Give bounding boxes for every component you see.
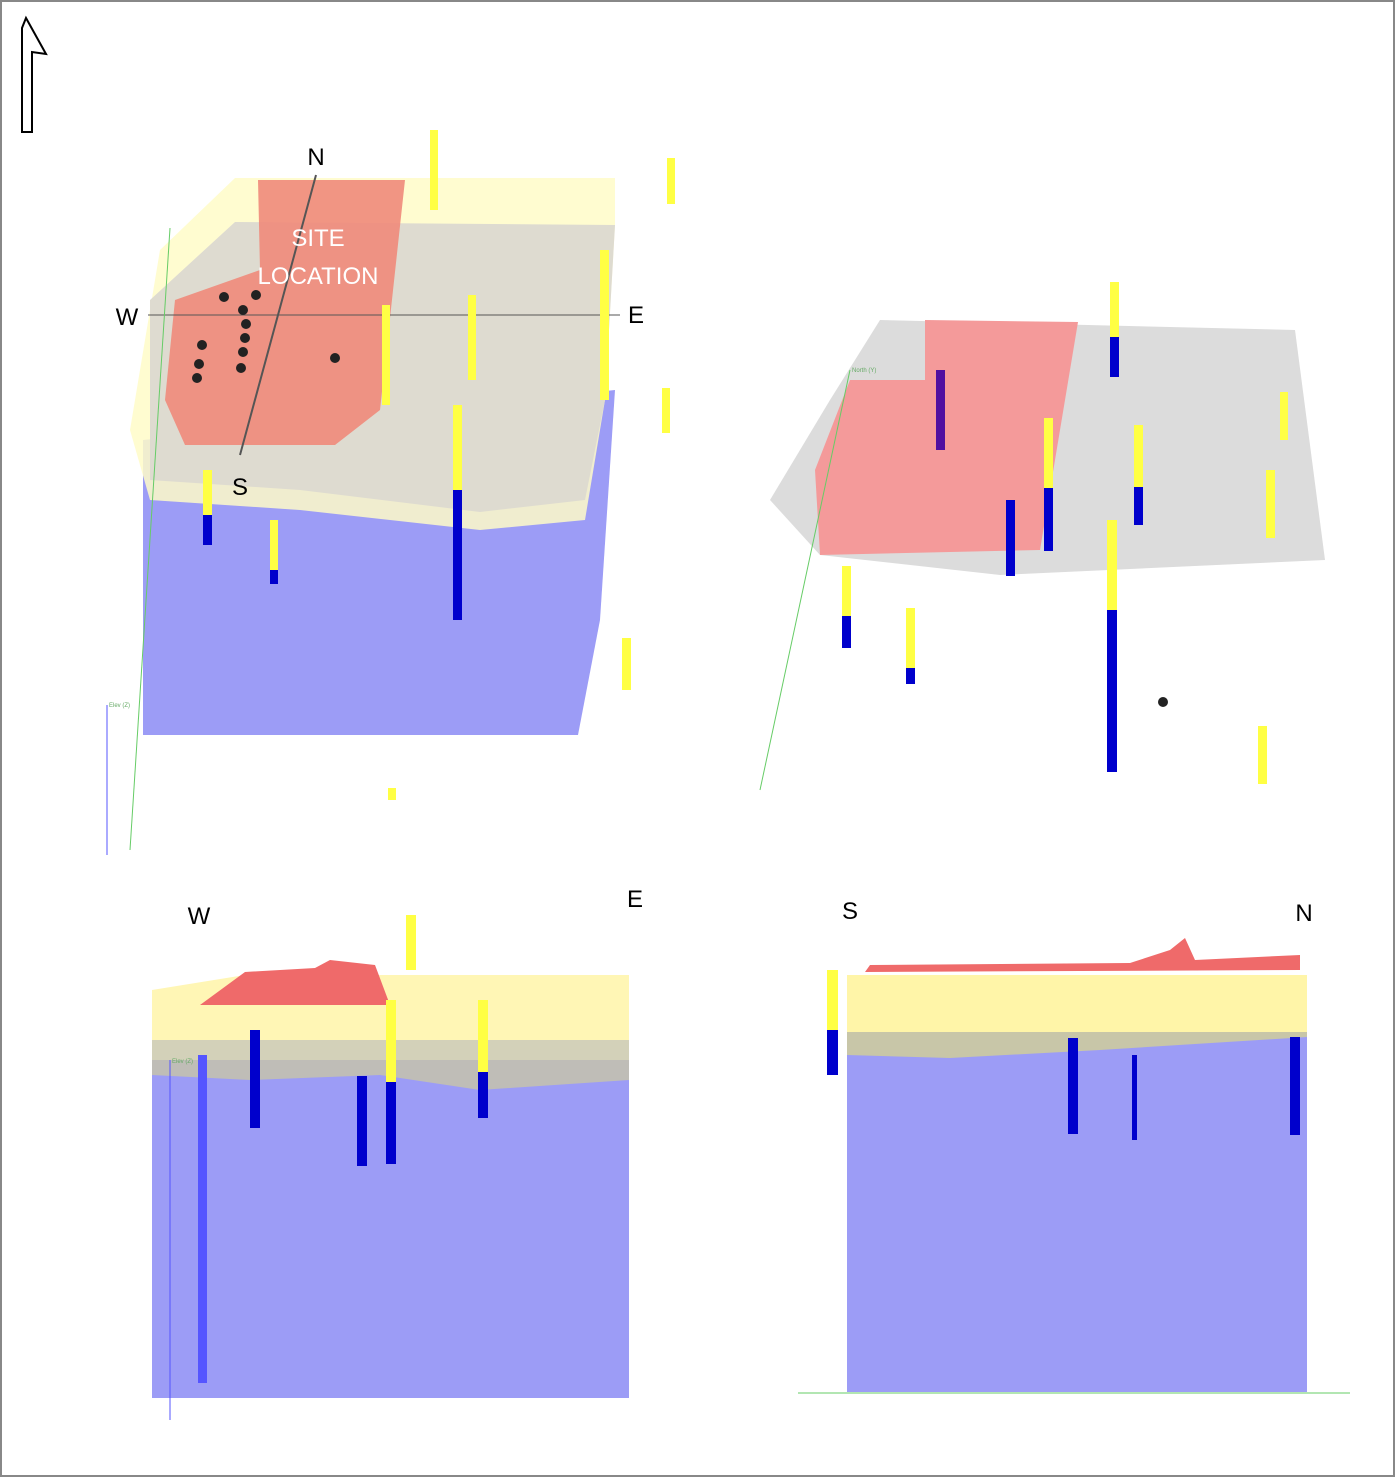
shape [330,353,340,363]
shape [386,1000,396,1082]
shape [1266,470,1275,538]
shape [478,1000,488,1072]
shape [194,359,204,369]
shape [388,788,396,800]
shape [241,319,251,329]
label-north: N [307,144,324,171]
site-area [815,320,1078,555]
shape [667,158,675,204]
label-east: E [627,886,643,913]
site-label: SITE [291,225,344,252]
site-area [165,180,405,445]
label-west: W [116,304,139,331]
shape [203,515,212,545]
shape [1107,610,1117,772]
shape [357,1076,367,1166]
shape [270,570,278,584]
shape [1110,337,1119,377]
shape [198,1055,207,1383]
shape [430,130,438,210]
borehole-columns [198,915,488,1383]
panel-plan: N S W E SITE LOCATION Elev (Z) [106,130,675,855]
shape [197,340,207,350]
axis-label: Elev (Z) [172,1059,193,1065]
axis-line [759,369,851,791]
shape [906,608,915,668]
shape [1044,418,1053,488]
borehole-columns [842,282,1288,784]
shape [1132,1055,1137,1140]
borehole-columns [203,130,675,800]
axis-line [129,227,171,851]
shape [827,1030,838,1075]
shape [1006,500,1015,576]
shape [453,405,462,490]
shape [250,1030,260,1128]
shape [1107,520,1117,610]
shape [1158,697,1168,707]
shape [203,470,212,515]
shape [406,915,416,970]
axis-label: North (Y) [852,368,876,374]
site-area [865,938,1300,972]
shape [906,668,915,684]
shape [238,347,248,357]
shape [240,333,250,343]
shape [1044,488,1053,551]
borehole-columns [827,970,1300,1140]
shape [386,1082,396,1164]
shape [827,970,838,1030]
boreholes [192,290,340,383]
north-arrow [21,15,48,133]
shape [478,1072,488,1118]
shape [1134,487,1143,525]
shape [468,295,476,380]
shape [662,388,670,433]
label-west: W [188,903,211,930]
shape [1258,726,1267,784]
label-east: E [628,302,644,329]
shape [1068,1038,1078,1134]
panel-section-sn: S N [798,898,1350,1394]
shape [622,638,631,690]
shape [236,363,246,373]
shape [192,373,202,383]
panel-section-we: W E Elev (Z) [152,886,643,1420]
site-area [200,960,390,1005]
fill-layer [847,975,1307,1032]
shape [936,370,945,450]
shape [1134,425,1143,487]
shape [251,290,261,300]
shape [1110,282,1119,337]
shape [270,520,278,570]
shape [600,250,609,400]
axis-label: Elev (Z) [109,703,130,709]
label-south: S [232,474,248,501]
shape [219,292,229,302]
shape [453,490,462,620]
label-north: N [1295,900,1312,927]
shape [1280,392,1288,440]
shape [842,566,851,616]
shape [1290,1037,1300,1135]
site-label: LOCATION [258,263,379,290]
panel-oblique [759,282,1325,791]
label-south: S [842,898,858,925]
shape [382,305,390,405]
shape [238,305,248,315]
shape [842,616,851,648]
